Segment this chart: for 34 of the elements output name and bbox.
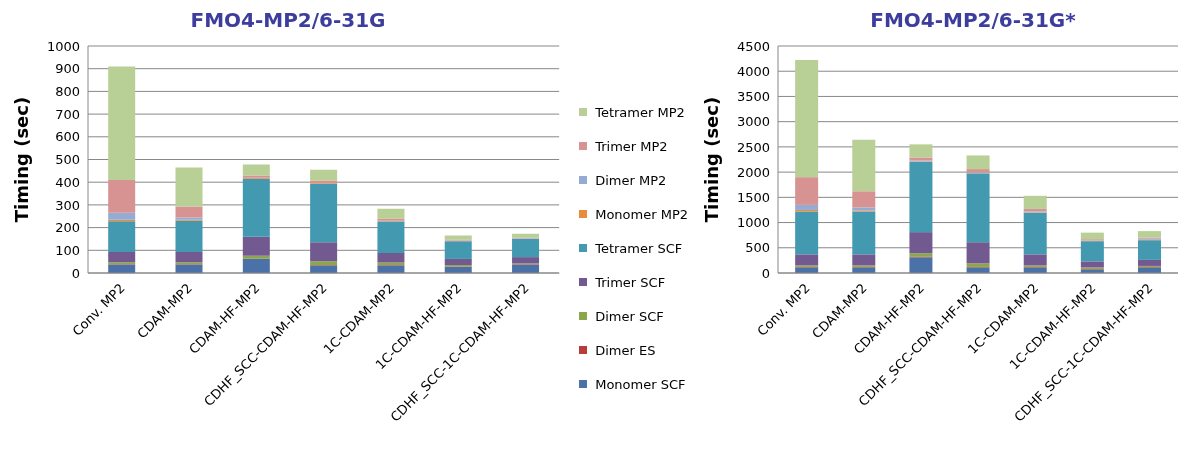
y-tick-label: 400 [55, 174, 80, 190]
y-tick-label: 500 [55, 152, 80, 168]
chart-title: FMO4-MP2/6-31G [189, 8, 387, 34]
y-tick-label: 500 [745, 240, 770, 256]
y-tick-label: 100 [55, 242, 80, 258]
chart-title: FMO4-MP2/6-31G* [869, 8, 1077, 34]
y-axis-title: Timing (sec) [701, 96, 723, 223]
y-tick-label: 4500 [736, 38, 770, 54]
y-tick-label: 0 [761, 265, 770, 281]
y-tick-label: 700 [55, 106, 80, 122]
y-tick-label: 1000 [46, 38, 80, 54]
y-tick-label: 3500 [736, 89, 770, 105]
legend-label: Trimer SCF [595, 274, 666, 290]
y-tick-label: 1000 [736, 215, 770, 231]
y-tick-label: 2000 [736, 164, 770, 180]
legend-label: Monomer MP2 [595, 206, 688, 222]
y-tick-label: 0 [71, 265, 80, 281]
legend-label: Tetramer SCF [595, 240, 683, 256]
y-tick-label: 600 [55, 129, 80, 145]
y-tick-label: 300 [55, 197, 80, 213]
legend-label: Monomer SCF [595, 376, 686, 392]
y-tick-label: 2500 [736, 139, 770, 155]
y-tick-label: 800 [55, 84, 80, 100]
legend-label: Dimer MP2 [595, 172, 667, 188]
y-axis-title: Timing (sec) [11, 96, 33, 223]
y-tick-label: 1500 [736, 189, 770, 205]
y-tick-label: 900 [55, 61, 80, 77]
legend-label: Dimer ES [595, 342, 656, 358]
y-tick-label: 200 [55, 220, 80, 236]
legend-label: Dimer SCF [595, 308, 664, 324]
y-tick-label: 3000 [736, 114, 770, 130]
y-tick-label: 4000 [736, 63, 770, 79]
legend-label: Trimer MP2 [595, 138, 668, 154]
legend-label: Tetramer MP2 [595, 104, 685, 120]
